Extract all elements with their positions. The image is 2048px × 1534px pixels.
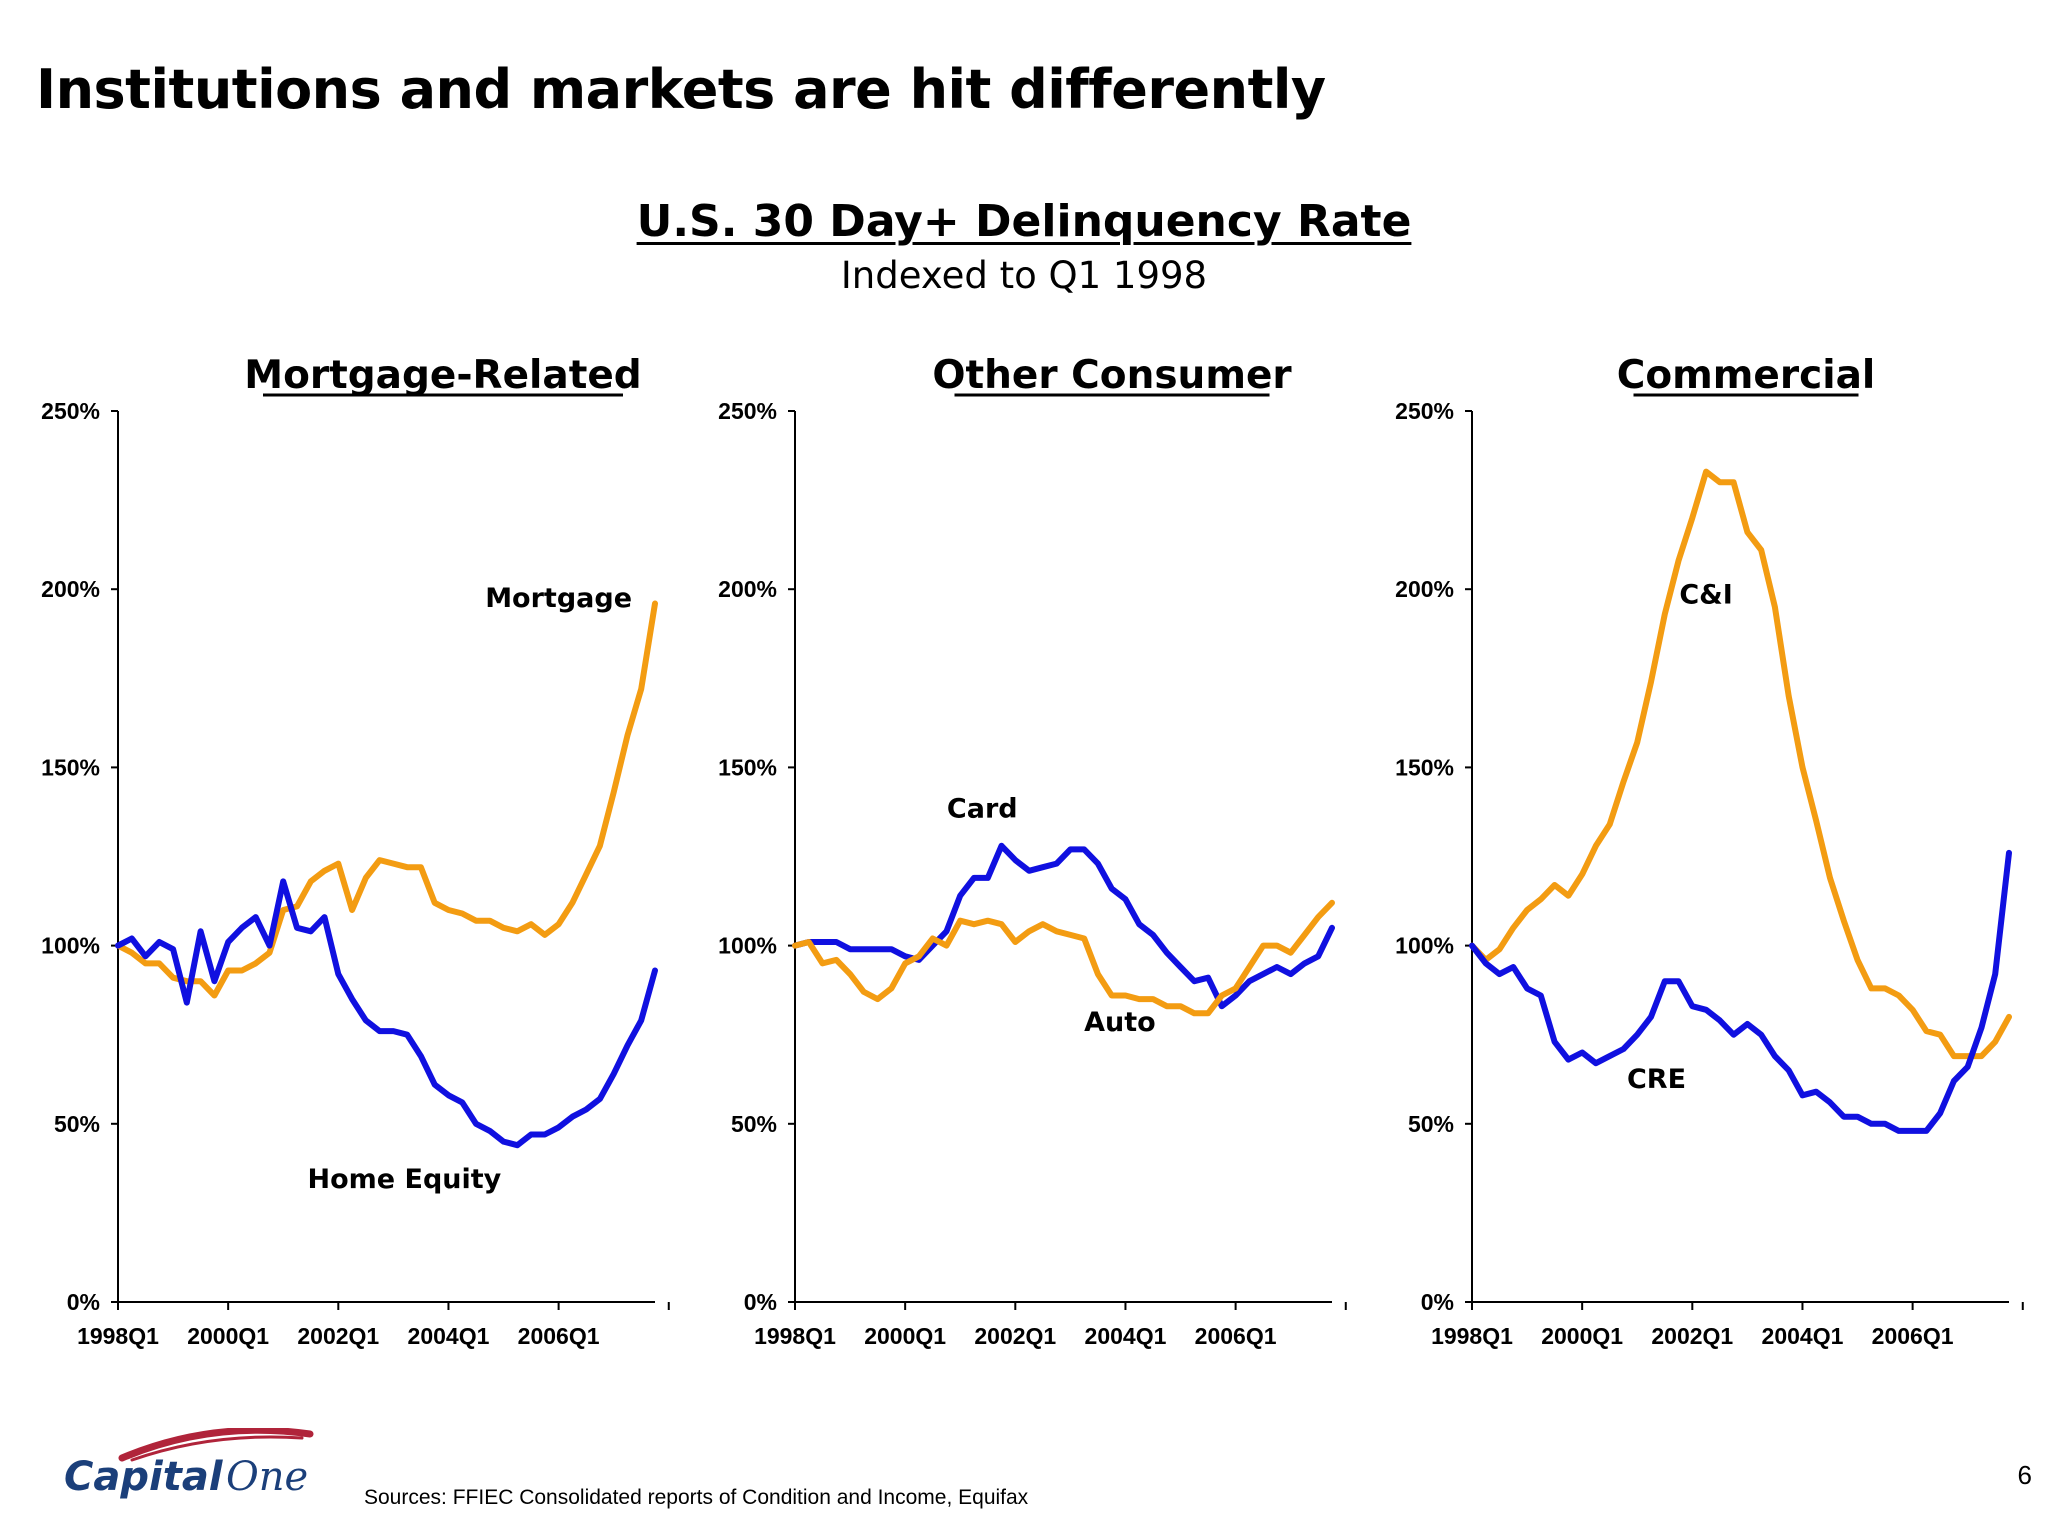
panel-1-y-tick-label: 200% [41,576,100,602]
panel-1-x-tick-label: 2004Q1 [408,1323,490,1349]
panel-2-series-card-line [792,842,1335,1010]
panel-2-y-tick-label: 200% [718,576,777,602]
chart-group-subtitle: Indexed to Q1 1998 [840,254,1208,297]
page-number: 6 [2017,1460,2032,1490]
panel-2-y-tick-label: 0% [744,1289,777,1315]
panel-3-y-tick-label: 150% [1395,754,1454,780]
panel-1-y-tick-label: 100% [41,933,100,959]
panel-3-series-c-i-line [1469,468,2012,1060]
panel-2-y-tick-label: 250% [718,398,777,424]
panel-3-y-tick-label: 100% [1395,933,1454,959]
panel-3-x-tick-label: 2006Q1 [1872,1323,1954,1349]
panel-2-x-tick-label: 2000Q1 [864,1323,946,1349]
panel-3-x-tick-label: 1998Q1 [1431,1323,1513,1349]
panel-1-series-mortgage-line [115,600,658,999]
svg-text:One: One [226,1454,308,1500]
panel-2-x-tick-label: 2006Q1 [1195,1323,1277,1349]
panel-3-title: Commercial [1617,353,1876,398]
panel-3-y-tick-label: 250% [1395,398,1454,424]
panel-2-y-tick-label: 100% [718,933,777,959]
panel-3-y-tick-label: 0% [1421,1289,1454,1315]
panel-2-series-card-label: Card [947,793,1018,824]
panel-3-y-tick-label: 200% [1395,576,1454,602]
panel-3-x-tick-label: 2002Q1 [1651,1323,1733,1349]
panel-1-title: Mortgage-Related [244,353,641,398]
panel-2-y-tick-label: 50% [731,1111,777,1137]
panel-2-title: Other Consumer [932,353,1292,398]
panel-1-x-tick-label: 2006Q1 [518,1323,600,1349]
panel-3-series-cre-label: CRE [1627,1064,1686,1095]
panel-3-y-tick-label: 50% [1408,1111,1454,1137]
panel-1-y-tick-label: 0% [67,1289,100,1315]
panel-2-x-tick-label: 1998Q1 [754,1323,836,1349]
panel-3-x-tick-label: 2000Q1 [1541,1323,1623,1349]
panel-1-y-tick-label: 250% [41,398,100,424]
panel-1-series-home-equity-line [115,878,658,1149]
panel-1-y-tick-label: 50% [54,1111,100,1137]
panel-3-x-tick-label: 2004Q1 [1762,1323,1844,1349]
panel-2-y-tick-label: 150% [718,754,777,780]
panel-1-x-tick-label: 1998Q1 [77,1323,159,1349]
panel-3-series-cre-line [1469,849,2012,1134]
panel-1-series-home-equity-label: Home Equity [308,1164,502,1195]
sources-note: Sources: FFIEC Consolidated reports of C… [364,1486,1029,1509]
panel-1-series-mortgage-label: Mortgage [485,583,632,614]
panel-1-y-tick-label: 150% [41,754,100,780]
panel-2-series-auto-line [792,899,1335,1017]
capital-one-logo: Capital One [64,1428,314,1500]
slide-title: Institutions and markets are hit differe… [36,58,1326,121]
chart-group-title: U.S. 30 Day+ Delinquency Rate [636,196,1412,247]
panel-3-series-c-i-label: C&I [1679,579,1732,610]
panel-1-x-tick-label: 2002Q1 [297,1323,379,1349]
svg-text:Capital: Capital [64,1454,224,1500]
panel-2-x-tick-label: 2004Q1 [1085,1323,1167,1349]
panel-2-series-auto-label: Auto [1084,1007,1156,1038]
panel-1-x-tick-label: 2000Q1 [187,1323,269,1349]
panel-2-x-tick-label: 2002Q1 [974,1323,1056,1349]
